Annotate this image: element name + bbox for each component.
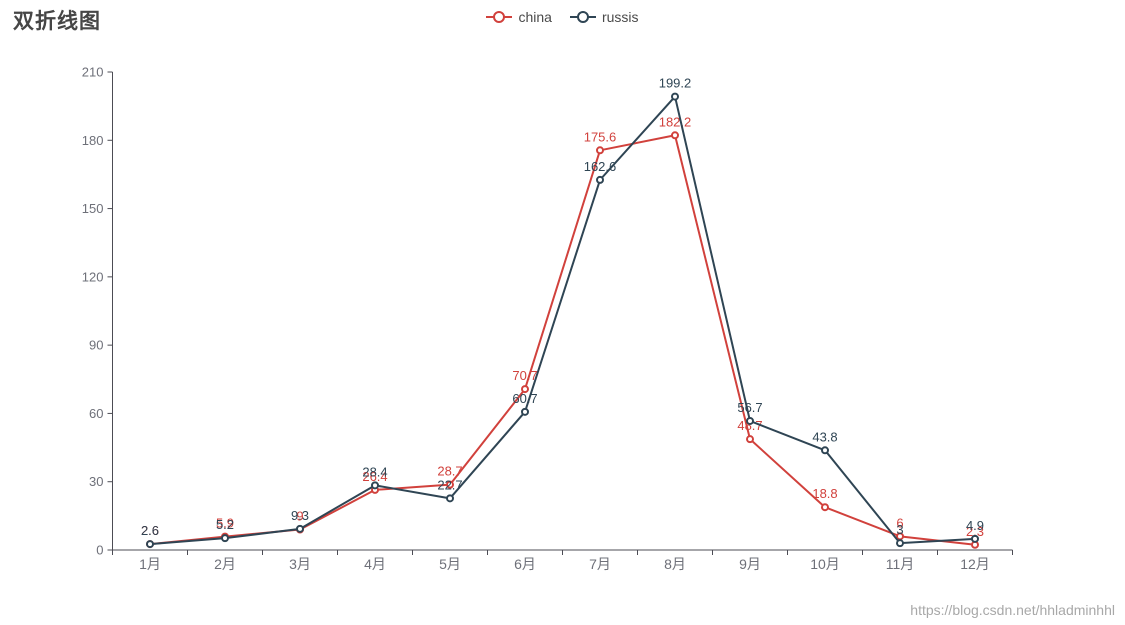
data-label: 5.9 (216, 516, 234, 531)
data-label: 9.3 (291, 508, 309, 523)
data-label: 2.6 (141, 523, 159, 538)
data-point[interactable] (296, 524, 304, 533)
data-label: 22.7 (437, 477, 462, 492)
series-russis: 2.6 5.2 9.3 28.4 22.7 60.7 162.6 199.2 56.7 43.8 3… (141, 76, 984, 549)
data-point[interactable] (746, 416, 754, 425)
data-label: 182.2 (659, 114, 692, 129)
data-label: 48.7 (737, 418, 762, 433)
data-label: 56.7 (737, 400, 762, 415)
line-chart-plot-area[interactable]: 0 30 60 90 120 150 180 210 1月 2月 3月 4月 5月 6月 7月 8月 9月 10月… (0, 0, 1125, 600)
series-line (149, 95, 976, 546)
chart-title: 双折线图 (13, 10, 101, 33)
legend-item-china[interactable]: china (486, 9, 552, 25)
x-tick-label: 9月 (739, 556, 761, 572)
data-label: 6 (896, 515, 903, 530)
data-point[interactable] (446, 480, 454, 489)
data-label: 2.6 (141, 523, 159, 538)
data-label: 162.6 (584, 159, 617, 174)
y-tick-label: 150 (82, 201, 104, 216)
legend-label: russis (601, 9, 639, 25)
data-point[interactable] (596, 175, 604, 184)
data-point[interactable] (971, 534, 979, 543)
y-tick-label: 90 (89, 338, 103, 353)
x-tick-label: 7月 (589, 556, 611, 572)
data-label: 28.7 (437, 464, 462, 479)
data-point[interactable] (521, 407, 529, 416)
data-point[interactable] (446, 494, 454, 503)
data-point[interactable] (521, 385, 529, 394)
data-point[interactable] (671, 131, 679, 140)
data-point[interactable] (821, 503, 829, 512)
data-label: 28.4 (362, 464, 387, 479)
legend: china russis (0, 4, 1125, 30)
y-tick-label: 30 (89, 474, 103, 489)
x-tick-label: 12月 (960, 556, 990, 572)
y-tick-label: 60 (89, 406, 103, 421)
data-label: 26.4 (362, 469, 387, 484)
x-tick-label: 4月 (364, 556, 386, 572)
y-tick-label: 0 (96, 543, 103, 558)
legend-label: china (518, 9, 552, 25)
y-tick-label: 210 (82, 65, 104, 80)
data-label: 70.7 (512, 368, 537, 383)
data-label: 4.9 (966, 518, 984, 533)
legend-item-russis[interactable]: russis (569, 9, 639, 25)
data-label: 5.2 (216, 517, 234, 532)
y-tick-label: 180 (82, 133, 104, 148)
x-tick-label: 2月 (214, 556, 236, 572)
data-point[interactable] (146, 540, 154, 549)
x-tick-label: 6月 (514, 556, 536, 572)
data-point[interactable] (821, 446, 829, 455)
x-tick-label: 5月 (439, 556, 461, 572)
axes: 0 30 60 90 120 150 180 210 1月 2月 3月 4月 5月 6月 7月 8月 9月 10月… (82, 65, 1013, 572)
legend-line-marker-icon (486, 11, 513, 23)
series-china: 2.6 5.9 9 26.4 28.7 70.7 175.6 182.2 48.7 18.8 6 2.… (141, 114, 984, 549)
data-label: 199.2 (659, 76, 692, 91)
x-tick-label: 3月 (289, 556, 311, 572)
y-tick-label: 120 (82, 269, 104, 284)
data-point[interactable] (746, 435, 754, 444)
watermark-url: https://blog.csdn.net/hhladminhhl (910, 602, 1115, 618)
data-point[interactable] (671, 92, 679, 101)
legend-line-marker-icon (569, 11, 596, 23)
data-label: 43.8 (812, 429, 837, 444)
data-label: 9 (296, 509, 303, 524)
data-label: 3 (896, 522, 903, 537)
data-point[interactable] (371, 481, 379, 490)
data-point[interactable] (221, 534, 229, 543)
data-label: 18.8 (812, 486, 837, 501)
data-label: 175.6 (584, 129, 617, 144)
data-label: 2.3 (966, 524, 984, 539)
data-label: 60.7 (512, 391, 537, 406)
x-tick-label: 11月 (886, 556, 915, 572)
data-point[interactable] (896, 539, 904, 548)
x-tick-label: 1月 (139, 556, 161, 572)
x-tick-label: 10月 (810, 556, 840, 572)
data-point[interactable] (596, 146, 604, 155)
x-tick-label: 8月 (664, 556, 686, 572)
